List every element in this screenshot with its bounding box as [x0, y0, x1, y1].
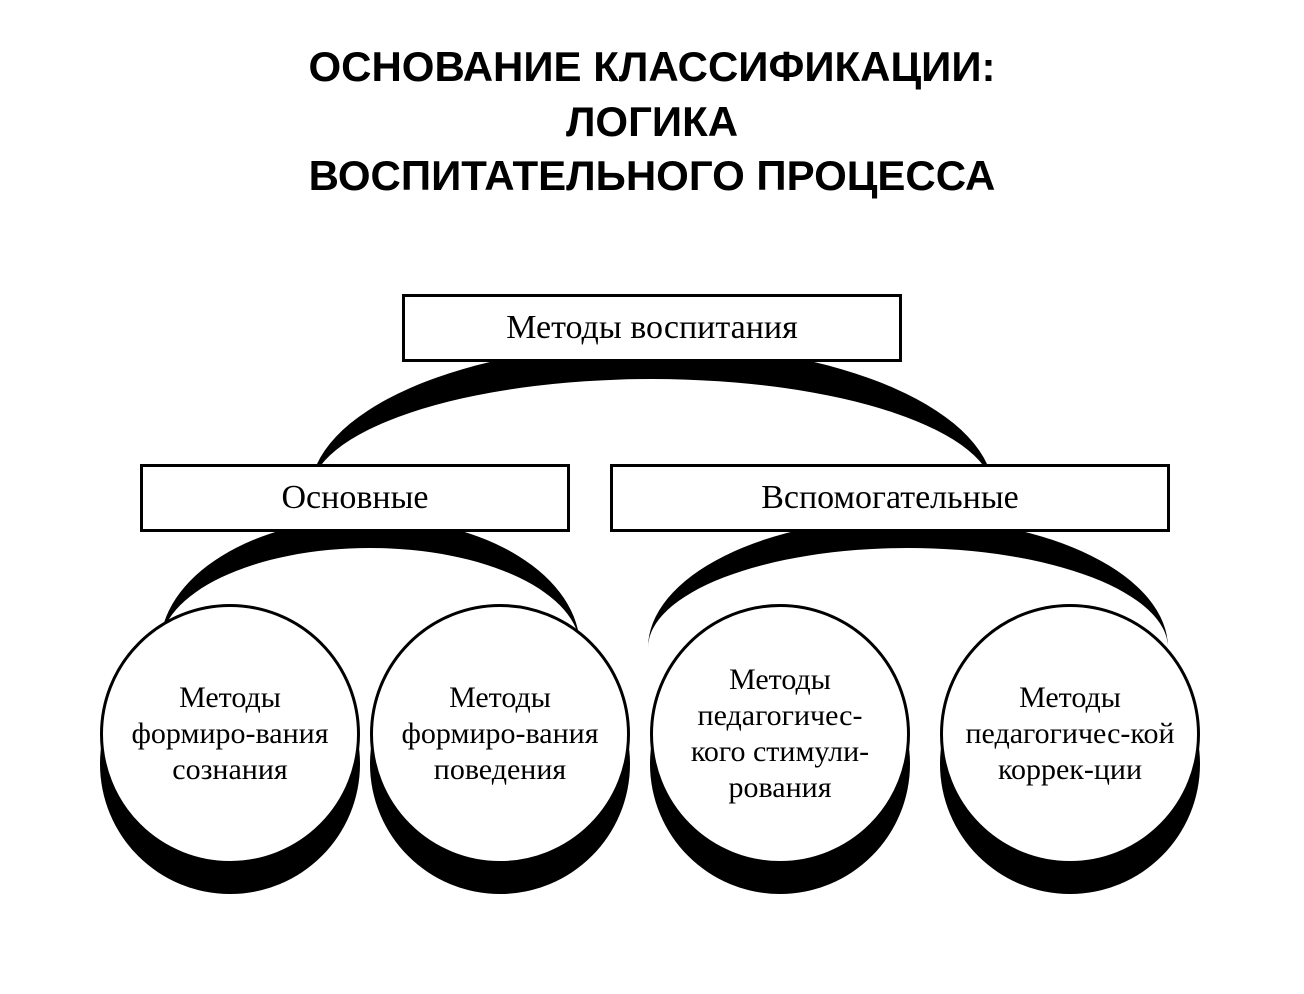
leaf-1-front: Методы формиро-вания сознания: [100, 604, 360, 864]
leaf-3-front: Методы педагогичес-кого стимули-рования: [650, 604, 910, 864]
leaf-4-front: Методы педагогичес-кой коррек-ции: [940, 604, 1200, 864]
root-node: Методы воспитания: [402, 294, 902, 362]
leaf-3-node: Методы педагогичес-кого стимули-рования: [650, 604, 910, 894]
leaf-4-node: Методы педагогичес-кой коррек-ции: [940, 604, 1200, 894]
leaf-4-label: Методы педагогичес-кой коррек-ции: [963, 680, 1177, 788]
leaf-1-label: Методы формиро-вания сознания: [123, 680, 337, 788]
mid-right-node: Вспомогательные: [610, 464, 1170, 532]
tree-diagram: Методы воспитания Основные Вспомогательн…: [0, 294, 1304, 994]
title-line-3: ВОСПИТАТЕЛЬНОГО ПРОЦЕССА: [0, 149, 1304, 204]
leaf-1-node: Методы формиро-вания сознания: [100, 604, 360, 894]
title-line-2: ЛОГИКА: [0, 95, 1304, 150]
leaf-2-node: Методы формиро-вания поведения: [370, 604, 630, 894]
mid-right-label: Вспомогательные: [761, 479, 1019, 517]
root-label: Методы воспитания: [506, 309, 798, 347]
mid-left-node: Основные: [140, 464, 570, 532]
leaf-2-front: Методы формиро-вания поведения: [370, 604, 630, 864]
leaf-3-label: Методы педагогичес-кого стимули-рования: [673, 662, 887, 806]
leaf-2-label: Методы формиро-вания поведения: [393, 680, 607, 788]
main-title: ОСНОВАНИЕ КЛАССИФИКАЦИИ: ЛОГИКА ВОСПИТАТ…: [0, 0, 1304, 204]
mid-left-label: Основные: [281, 479, 428, 517]
title-line-1: ОСНОВАНИЕ КЛАССИФИКАЦИИ:: [0, 40, 1304, 95]
